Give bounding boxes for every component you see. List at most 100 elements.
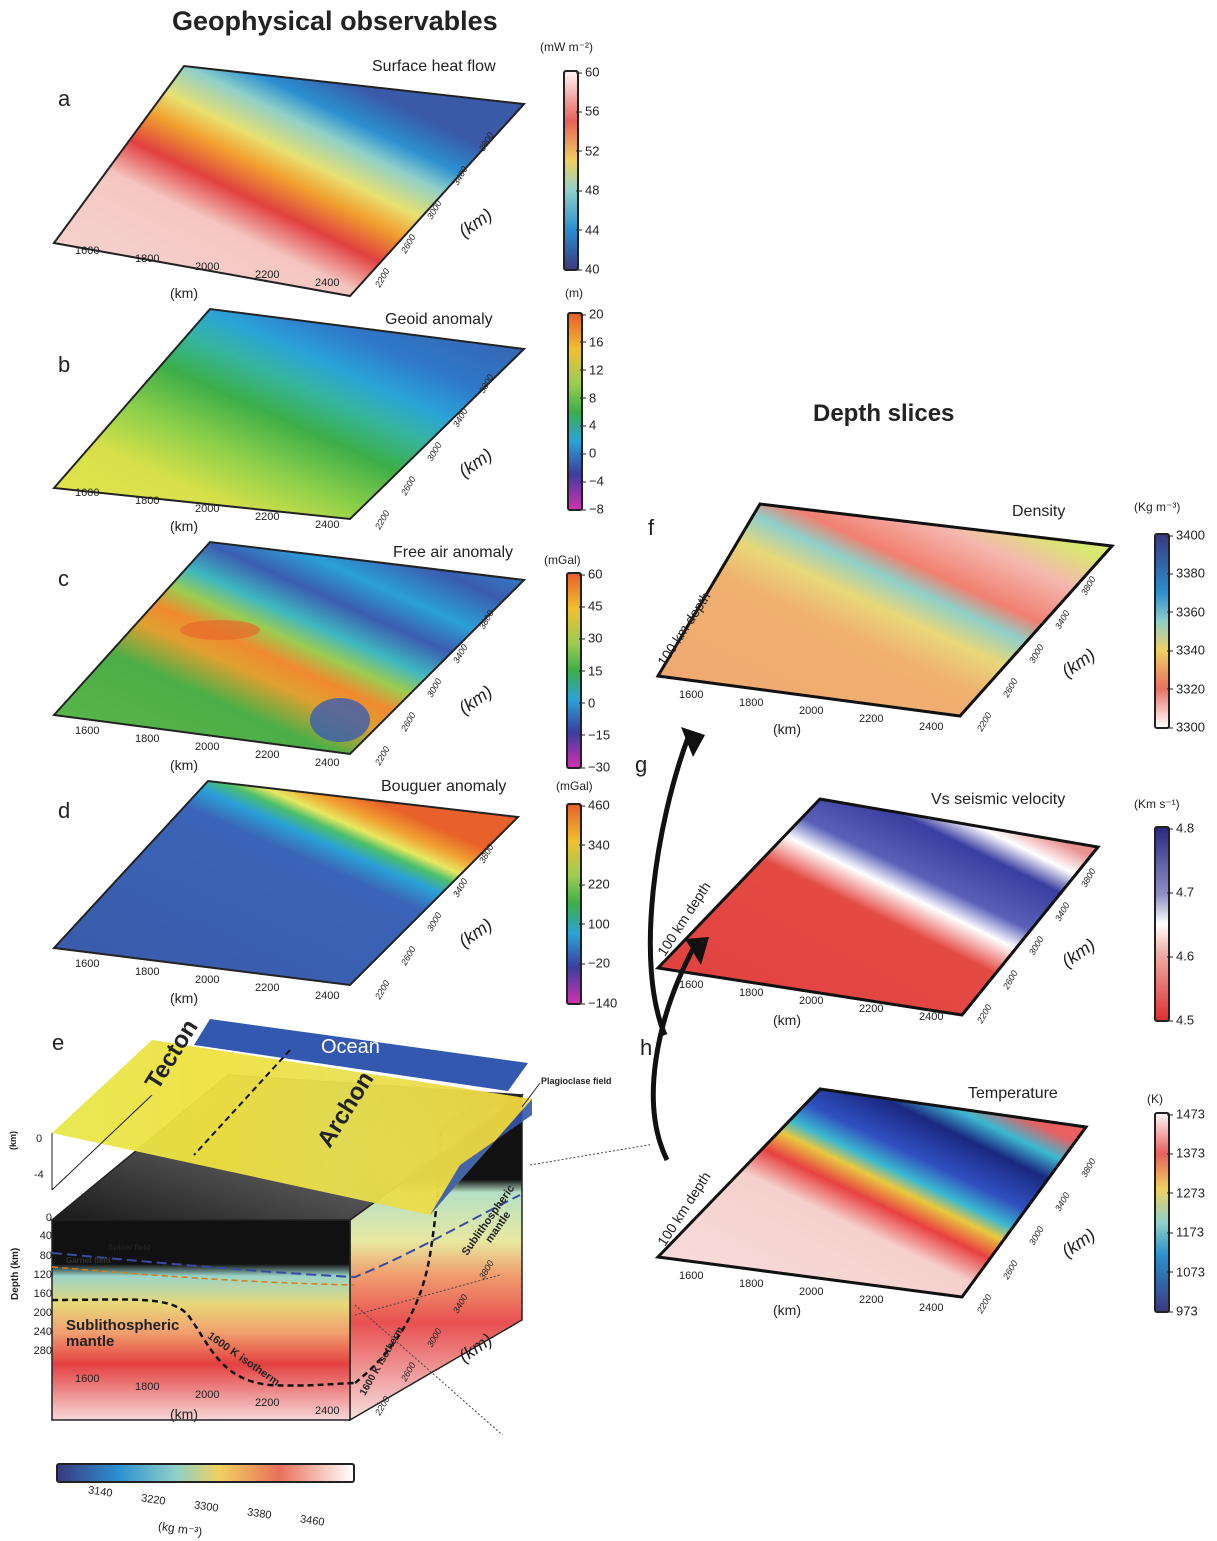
colorbar-tick-label: 60 xyxy=(575,64,600,80)
panel-g-title: Vs seismic velocity xyxy=(931,791,1066,808)
e-top-tick-0: 0 xyxy=(36,1133,43,1145)
arrow-h-to-g xyxy=(650,943,698,1162)
x-tick-label: 2200 xyxy=(255,749,280,761)
flow-arrows xyxy=(647,727,709,1162)
x-tick-label: 2000 xyxy=(195,503,220,515)
panel-a-surface xyxy=(52,64,527,298)
panel-f-surface xyxy=(655,502,1116,718)
colorbar-tick-label: 3380 xyxy=(1167,565,1205,581)
depth-tick: 120 xyxy=(33,1269,52,1281)
colorbar-tick-label: 1373 xyxy=(1167,1145,1205,1161)
panel-e-block xyxy=(49,1019,650,1435)
colorbar-tick-label: 12 xyxy=(579,362,604,378)
colorbar-tick-label: −15 xyxy=(578,727,611,743)
x-axis-label: (km) xyxy=(170,990,198,1006)
colorbar-tick-label: 1473 xyxy=(1167,1106,1205,1122)
x-axis-label: (km) xyxy=(170,1406,198,1422)
colorbar-d: 460 340 220 100 −20 −140 xyxy=(566,798,617,1011)
x-axis-label: (km) xyxy=(773,1012,801,1028)
depth-tick: 40 xyxy=(39,1230,52,1242)
colorbar-tick-label: 60 xyxy=(578,566,603,582)
hcb-tick: 3140 xyxy=(87,1484,114,1500)
x-tick-label: 2200 xyxy=(859,1294,884,1306)
x-tick-label: 1600 xyxy=(75,725,100,737)
x-tick-label: 1800 xyxy=(135,495,160,507)
colorbar-b: 20 16 12 8 4 0 −4 −8 xyxy=(567,307,604,517)
colorbar-h: 1473 1373 1273 1173 1073 973 xyxy=(1154,1107,1205,1319)
geophysical-observables-heading: Geophysical observables xyxy=(172,6,498,36)
colorbar-unit-d: (mGal) xyxy=(556,779,593,793)
panel-h-label: h xyxy=(640,1035,653,1060)
colorbar-tick-label: −4 xyxy=(580,473,604,489)
depth-tick: 240 xyxy=(33,1326,52,1338)
x-tick-label: 2400 xyxy=(919,721,944,733)
arrowhead-icon xyxy=(681,727,705,757)
colorbar-tick-label: 100 xyxy=(579,916,610,932)
colorbar-tick-label: 3400 xyxy=(1167,527,1205,543)
x-tick-label: 1600 xyxy=(75,487,100,499)
colorbar-tick-label: 45 xyxy=(578,598,603,614)
colorbar-tick-label: 1073 xyxy=(1167,1264,1205,1280)
panel-g-label: g xyxy=(635,752,648,777)
x-tick-label: 2000 xyxy=(195,261,220,273)
colorbar-unit-f: (Kg m⁻³) xyxy=(1134,500,1181,514)
depth-tick: 280 xyxy=(33,1345,52,1357)
colorbar-tick-label: −30 xyxy=(578,759,611,775)
x-tick-label: 1800 xyxy=(135,1381,160,1393)
colorbar-tick-label: 48 xyxy=(575,182,600,198)
arrow-g-to-f xyxy=(647,734,692,1036)
x-tick-label: 2400 xyxy=(315,990,340,1002)
colorbar-tick-label: 40 xyxy=(575,261,600,277)
colorbar-unit-g: (Km s⁻¹) xyxy=(1134,797,1180,811)
hcb-unit: (kg m⁻³) xyxy=(157,1518,204,1540)
colorbar-tick-label: 3360 xyxy=(1167,604,1205,620)
x-tick-label: 2400 xyxy=(315,277,340,289)
x-tick-label: 2000 xyxy=(799,1286,824,1298)
colorbar-a: 60 56 52 48 44 40 xyxy=(563,65,599,277)
colorbar-tick-label: 0 xyxy=(578,695,596,711)
x-tick-label: 2200 xyxy=(255,982,280,994)
x-tick-label: 2400 xyxy=(315,757,340,769)
colorbar-tick-label: 4.5 xyxy=(1166,1012,1195,1028)
colorbar-tick-label: 8 xyxy=(579,390,597,406)
hcb-tick: 3220 xyxy=(140,1492,167,1508)
panel-b-surface xyxy=(51,307,527,521)
colorbar-tick-label: 3340 xyxy=(1167,642,1205,658)
vs-velocity-slice-map xyxy=(654,797,1101,1017)
x-tick-label: 1600 xyxy=(679,689,704,701)
plagioclase-label: Plagioclase field xyxy=(541,1076,612,1086)
colorbar-tick-label: −140 xyxy=(578,995,618,1011)
x-tick-label: 1800 xyxy=(135,966,160,978)
colorbar-tick-label: 973 xyxy=(1167,1303,1198,1319)
e-top-tick-1: -4 xyxy=(34,1169,44,1181)
panel-h-surface xyxy=(654,1087,1089,1299)
x-tick-label: 2000 xyxy=(799,995,824,1007)
colorbar-tick-label: 1173 xyxy=(1167,1224,1204,1240)
density-colorbar-horizontal xyxy=(56,1463,355,1483)
isotherm-front-line xyxy=(51,1298,356,1387)
colorbar-tick-label: 4.7 xyxy=(1166,884,1195,900)
x-tick-label: 1600 xyxy=(679,979,704,991)
garnet-line xyxy=(51,1266,356,1286)
x-tick-label: 2000 xyxy=(195,1389,220,1401)
x-tick-label: 1800 xyxy=(739,987,764,999)
colorbar-tick-label: 52 xyxy=(575,143,600,159)
panel-h-title: Temperature xyxy=(968,1085,1058,1102)
colorbar-tick-label: 4 xyxy=(579,417,597,433)
x-tick-label: 2000 xyxy=(799,705,824,717)
colorbar-tick-label: 340 xyxy=(579,837,610,853)
hcb-tick: 3380 xyxy=(246,1506,273,1522)
panel-e-label: e xyxy=(52,1030,65,1055)
x-tick-label: 2400 xyxy=(919,1302,944,1314)
x-tick-label: 2400 xyxy=(315,519,340,531)
colorbar-unit-c: (mGal) xyxy=(544,553,581,567)
x-tick-label: 1800 xyxy=(739,697,764,709)
hcb-tick: 3460 xyxy=(299,1513,326,1529)
panel-b-label: b xyxy=(58,352,71,377)
panel-c-surface xyxy=(51,540,527,756)
density-slice-map xyxy=(655,502,1116,718)
x-tick-label: 2200 xyxy=(859,713,884,725)
temperature-slice-map xyxy=(654,1087,1089,1299)
colorbar-tick-label: −20 xyxy=(578,955,611,971)
x-tick-label: 2200 xyxy=(255,511,280,523)
